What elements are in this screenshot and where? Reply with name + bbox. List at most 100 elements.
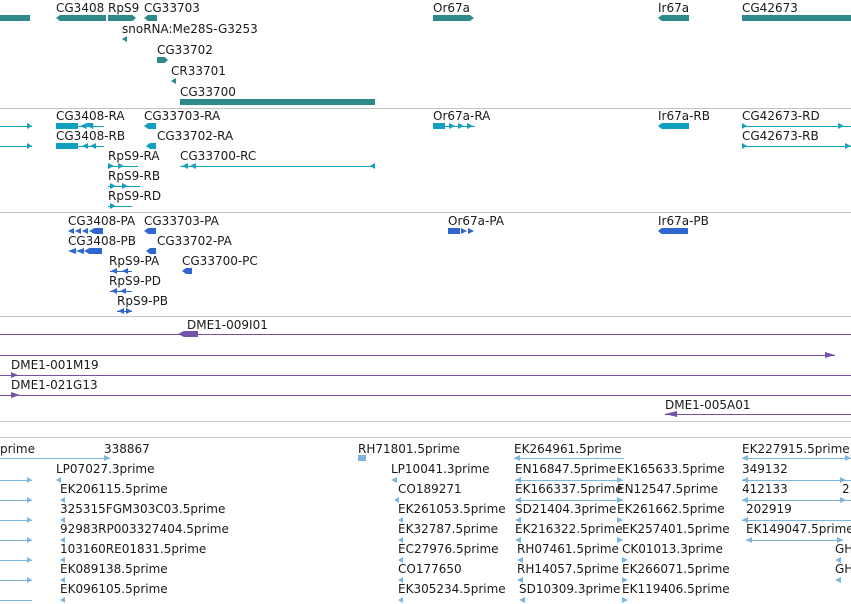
- est-glyph[interactable]: [358, 455, 366, 461]
- protein-glyph[interactable]: [448, 228, 460, 234]
- transcript-exon[interactable]: [467, 123, 473, 129]
- transcript-exon[interactable]: [82, 143, 88, 149]
- protein-glyph[interactable]: [82, 228, 88, 234]
- transcript-label[interactable]: RpS9-RA: [108, 149, 160, 163]
- protein-glyph[interactable]: [84, 248, 102, 254]
- est-glyph[interactable]: [27, 497, 32, 503]
- est-glyph[interactable]: [840, 497, 846, 503]
- transcript-exon[interactable]: [56, 143, 78, 149]
- est-glyph[interactable]: [742, 497, 748, 503]
- transcript-exon[interactable]: [742, 123, 747, 129]
- est-glyph[interactable]: [398, 557, 403, 563]
- est-label[interactable]: EK089138.5prime: [60, 562, 168, 576]
- est-glyph[interactable]: [60, 537, 65, 543]
- est-glyph[interactable]: [517, 577, 523, 583]
- est-glyph[interactable]: [391, 477, 397, 483]
- gene-glyph-cg33703[interactable]: [144, 15, 157, 21]
- est-glyph[interactable]: [746, 537, 752, 543]
- est-glyph[interactable]: [622, 597, 628, 603]
- est-glyph[interactable]: [60, 517, 65, 523]
- protein-label[interactable]: CG33703-PA: [144, 214, 219, 228]
- protein-glyph[interactable]: [468, 228, 474, 234]
- protein-glyph[interactable]: [111, 288, 117, 294]
- clone-end[interactable]: [11, 372, 18, 378]
- est-label[interactable]: EK227915.5prime: [742, 442, 850, 456]
- clone-label[interactable]: DME1-009I01: [187, 318, 268, 332]
- gene-label[interactable]: snoRNA:Me28S-G3253: [122, 22, 258, 36]
- est-label[interactable]: 325315FGM303C03.5prime: [60, 502, 226, 516]
- transcript-exon[interactable]: [742, 143, 747, 149]
- est-label[interactable]: EK119406.5prime: [622, 582, 730, 596]
- est-label[interactable]: EK206115.5prime: [60, 482, 168, 496]
- est-label[interactable]: SD10309.3prime: [519, 582, 621, 596]
- transcript-exon[interactable]: [458, 123, 464, 129]
- protein-label[interactable]: RpS9-PB: [117, 294, 169, 308]
- gene-label[interactable]: CR33701: [171, 64, 226, 78]
- gene-label[interactable]: Ir67a: [658, 1, 690, 15]
- protein-label[interactable]: RpS9-PA: [109, 254, 160, 268]
- gene-label[interactable]: RpS9: [108, 1, 140, 15]
- clone-label[interactable]: DME1-005A01: [665, 398, 751, 412]
- transcript-exon[interactable]: [122, 183, 128, 189]
- gene-glyph-or67a[interactable]: [433, 15, 474, 21]
- est-label[interactable]: CO189271: [398, 482, 462, 496]
- protein-glyph[interactable]: [658, 228, 688, 234]
- est-glyph[interactable]: [617, 517, 623, 523]
- est-glyph[interactable]: [742, 517, 748, 523]
- protein-glyph[interactable]: [182, 268, 192, 274]
- est-label[interactable]: 338867: [104, 442, 150, 456]
- transcript-exon[interactable]: [110, 203, 116, 209]
- gene-label[interactable]: CG42673: [742, 1, 798, 15]
- gene-glyph-cg33700[interactable]: [180, 99, 375, 105]
- gene-label[interactable]: CG33703: [144, 1, 200, 15]
- est-glyph[interactable]: [835, 577, 841, 583]
- est-label[interactable]: EK257401.5prime: [622, 522, 730, 536]
- est-label[interactable]: GH: [835, 562, 851, 576]
- est-label[interactable]: EK261053.5prime: [398, 502, 506, 516]
- transcript-label[interactable]: CG33702-RA: [157, 129, 234, 143]
- transcript-label[interactable]: RpS9-RD: [108, 189, 162, 203]
- gene-glyph-cr33701[interactable]: [171, 78, 176, 84]
- protein-glyph[interactable]: [144, 228, 156, 234]
- est-glyph[interactable]: [617, 497, 623, 503]
- protein-glyph[interactable]: [111, 268, 117, 274]
- gene-label[interactable]: CG3408: [56, 1, 105, 15]
- gene-glyph-cg33702[interactable]: [157, 57, 168, 63]
- est-glyph[interactable]: [27, 537, 32, 543]
- transcript-exon[interactable]: [845, 143, 851, 149]
- gene-label[interactable]: Or67a: [433, 1, 471, 15]
- est-label[interactable]: RH14057.5prime: [517, 562, 619, 576]
- est-label[interactable]: 103160RE01831.5prime: [60, 542, 207, 556]
- est-glyph[interactable]: [398, 577, 403, 583]
- est-label[interactable]: prime: [0, 442, 35, 456]
- transcript-exon[interactable]: [433, 123, 445, 129]
- gene-glyph-ir67a[interactable]: [658, 15, 689, 21]
- gene-label[interactable]: CG33702: [157, 43, 213, 57]
- gene-glyph-snorna[interactable]: [122, 36, 127, 42]
- protein-label[interactable]: Ir67a-PB: [658, 214, 709, 228]
- transcript-label[interactable]: CG33703-RA: [144, 109, 221, 123]
- transcript-exon[interactable]: [838, 123, 844, 129]
- clone-label[interactable]: DME1-001M19: [11, 358, 99, 372]
- est-label[interactable]: EK32787.5prime: [398, 522, 499, 536]
- transcript-exon[interactable]: [146, 143, 156, 149]
- protein-glyph[interactable]: [75, 228, 81, 234]
- protein-glyph[interactable]: [89, 228, 103, 234]
- gene-glyph-cg42673[interactable]: [742, 15, 851, 21]
- clone-end[interactable]: [665, 411, 677, 417]
- est-label[interactable]: EK264961.5prime: [514, 442, 622, 456]
- transcript-exon[interactable]: [118, 163, 124, 169]
- est-label[interactable]: GH: [835, 542, 851, 556]
- est-glyph[interactable]: [398, 597, 403, 603]
- transcript-exon[interactable]: [80, 123, 94, 129]
- est-label[interactable]: EN12547.5prime: [617, 482, 719, 496]
- transcript-label[interactable]: RpS9-RB: [108, 169, 161, 183]
- est-glyph[interactable]: [27, 517, 32, 523]
- protein-label[interactable]: Or67a-PA: [448, 214, 505, 228]
- est-glyph[interactable]: [837, 537, 843, 543]
- est-glyph[interactable]: [104, 455, 110, 461]
- est-label[interactable]: EK266071.5prime: [622, 562, 730, 576]
- protein-glyph[interactable]: [68, 228, 74, 234]
- est-label[interactable]: EK149047.5prime: [746, 522, 851, 536]
- protein-glyph[interactable]: [461, 228, 467, 234]
